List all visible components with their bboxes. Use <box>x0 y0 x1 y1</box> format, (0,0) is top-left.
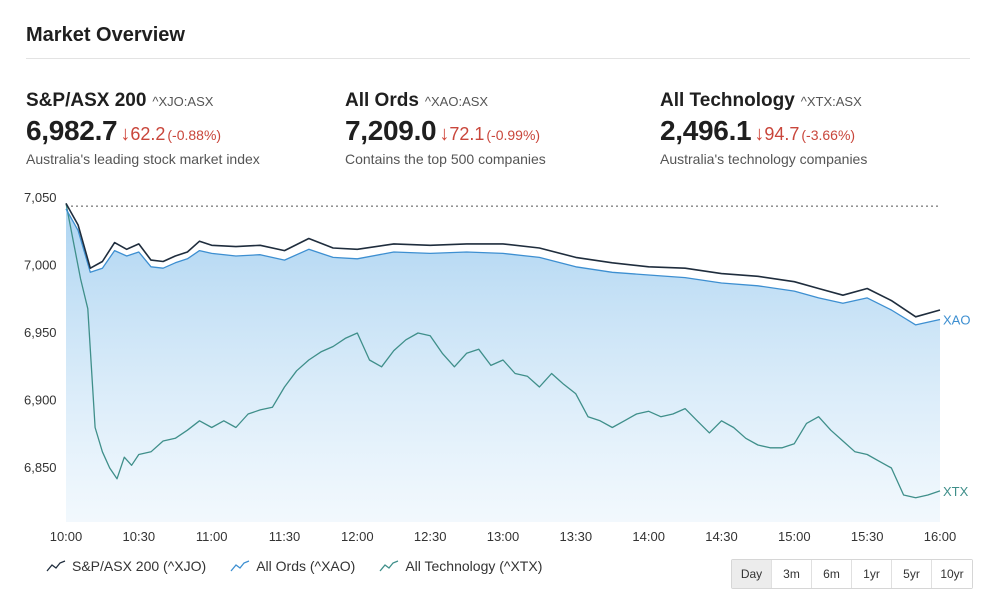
x-tick-label: 14:30 <box>705 529 738 544</box>
x-tick-label: 11:00 <box>196 529 228 544</box>
range-button-1yr[interactable]: 1yr <box>852 560 892 588</box>
y-tick-label: 6,900 <box>24 393 57 408</box>
series-line-xtx[interactable] <box>65 203 941 499</box>
index-change: 72.1 <box>449 124 485 144</box>
index-ticker: ^XAO:ASX <box>424 94 489 109</box>
down-arrow-icon: ↓ <box>439 123 450 145</box>
x-tick-label: 16:00 <box>924 529 957 544</box>
index-value: 6,982.7 <box>26 115 118 146</box>
end-label-xao: XAO <box>943 313 970 328</box>
legend-label: All Ords (^XAO) <box>256 558 356 574</box>
index-ticker: ^XJO:ASX <box>152 94 214 109</box>
index-value: 7,209.0 <box>345 115 437 146</box>
x-tick-label: 15:30 <box>851 529 884 544</box>
line-chart-icon <box>379 560 399 572</box>
area-fill-xao <box>66 208 940 523</box>
index-card-xao[interactable]: All Ords ^XAO:ASX 7,209.0 ↓72.1 (-0.99%) Co… <box>345 90 546 167</box>
y-tick-label: 6,950 <box>24 325 57 340</box>
legend-label: All Technology (^XTX) <box>405 558 543 574</box>
legend-item-xjo[interactable]: S&P/ASX 200 (^XJO) <box>46 558 206 574</box>
range-button-6m[interactable]: 6m <box>812 560 852 588</box>
y-tick-label: 7,000 <box>24 258 57 273</box>
index-value: 2,496.1 <box>660 115 752 146</box>
y-tick-label: 7,050 <box>24 190 57 205</box>
index-change-percent: (-0.88%) <box>167 127 222 143</box>
end-label-xtx: XTX <box>943 484 969 499</box>
index-change: 62.2 <box>130 124 166 144</box>
y-axis: 7,050 7,000 6,950 6,900 6,850 <box>24 190 57 475</box>
series-line-xjo[interactable] <box>65 203 941 318</box>
market-line-chart[interactable]: 7,050 7,000 6,950 6,900 6,850 10:00 10:30 11:0… <box>0 190 1008 550</box>
line-chart-icon <box>230 560 250 572</box>
index-card-xtx[interactable]: All Technology ^XTX:ASX 2,496.1 ↓94.7 (-3.6… <box>660 90 867 167</box>
range-button-5yr[interactable]: 5yr <box>892 560 932 588</box>
index-change-percent: (-0.99%) <box>486 127 541 143</box>
index-card-xjo[interactable]: S&P/ASX 200 ^XJO:ASX 6,982.7 ↓62.2 (-0.88%)… <box>26 90 260 167</box>
index-name[interactable]: All Technology <box>660 90 795 111</box>
down-arrow-icon: ↓ <box>120 123 131 145</box>
index-name[interactable]: S&P/ASX 200 <box>26 90 147 111</box>
plot-area: XAO XTX <box>65 203 970 523</box>
index-change-percent: (-3.66%) <box>801 127 856 143</box>
range-button-day[interactable]: Day <box>732 560 772 588</box>
index-description: Contains the top 500 companies <box>345 151 546 167</box>
y-tick-label: 6,850 <box>24 460 57 475</box>
x-tick-label: 10:00 <box>50 529 83 544</box>
x-tick-label: 15:00 <box>778 529 811 544</box>
x-tick-label: 14:00 <box>632 529 665 544</box>
series-line-xao[interactable] <box>65 208 941 326</box>
page-title: Market Overview <box>26 24 185 46</box>
index-name[interactable]: All Ords <box>345 90 419 111</box>
x-axis: 10:00 10:30 11:00 11:30 12:00 12:30 13:00 13:30… <box>50 529 957 544</box>
legend-item-xtx[interactable]: All Technology (^XTX) <box>379 558 542 574</box>
header-divider <box>26 58 970 59</box>
legend-item-xao[interactable]: All Ords (^XAO) <box>230 558 355 574</box>
x-tick-label: 13:00 <box>487 529 520 544</box>
legend-label: S&P/ASX 200 (^XJO) <box>72 558 207 574</box>
x-tick-label: 13:30 <box>560 529 593 544</box>
chart-legend: S&P/ASX 200 (^XJO) All Ords (^XAO) All T… <box>46 558 542 574</box>
index-description: Australia's technology companies <box>660 151 868 167</box>
time-range-selector: Day 3m 6m 1yr 5yr 10yr <box>731 559 973 589</box>
index-change: 94.7 <box>764 124 800 144</box>
index-ticker: ^XTX:ASX <box>800 94 862 109</box>
x-tick-label: 11:30 <box>269 529 301 544</box>
range-button-10yr[interactable]: 10yr <box>932 560 972 588</box>
x-tick-label: 12:00 <box>341 529 374 544</box>
range-button-3m[interactable]: 3m <box>772 560 812 588</box>
x-tick-label: 12:30 <box>414 529 447 544</box>
line-chart-icon <box>46 560 66 572</box>
down-arrow-icon: ↓ <box>754 123 765 145</box>
x-tick-label: 10:30 <box>123 529 156 544</box>
index-description: Australia's leading stock market index <box>26 151 260 167</box>
